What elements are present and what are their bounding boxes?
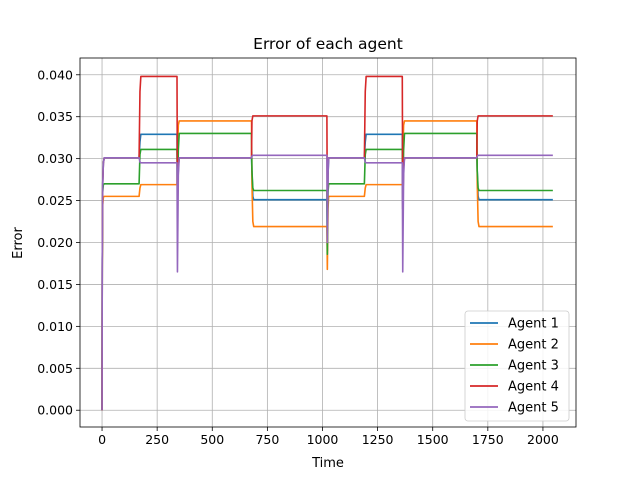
x-tick-label: 0: [98, 432, 106, 447]
y-tick-label: 0.015: [37, 277, 73, 292]
x-tick-label: 2000: [527, 432, 559, 447]
series-lines: [101, 75, 553, 411]
y-tick-label: 0.025: [37, 193, 73, 208]
y-tick-label: 0.030: [37, 151, 73, 166]
y-axis-title: Error: [11, 227, 26, 259]
series-line-agent-2: [101, 120, 553, 411]
x-axis-ticks: 0 250 500 750 1000 1250 1500 1750 2000: [98, 427, 559, 447]
series-line-agent-5: [101, 154, 553, 411]
legend-label-agent-2: Agent 2: [508, 338, 559, 353]
legend-frame: [464, 310, 570, 422]
legend-label-agent-4: Agent 4: [508, 380, 559, 395]
x-axis-title: Time: [311, 456, 344, 471]
x-tick-label: 500: [200, 432, 224, 447]
x-tick-label: 750: [255, 432, 279, 447]
y-tick-label: 0.010: [37, 319, 73, 334]
y-tick-label: 0.000: [37, 403, 73, 418]
y-tick-label: 0.040: [37, 67, 73, 82]
y-tick-label: 0.005: [37, 361, 73, 376]
y-axis-ticks: 0.000 0.005 0.010 0.015 0.020 0.025 0.030 0.035…: [37, 67, 80, 418]
legend: Agent 1 Agent 2 Agent 3 Agent 4 Agent 5: [464, 310, 570, 422]
series-line-agent-3: [101, 132, 553, 411]
legend-label-agent-3: Agent 3: [508, 359, 559, 374]
x-tick-label: 1500: [417, 432, 449, 447]
y-tick-label: 0.020: [37, 235, 73, 250]
chart-title: Error of each agent: [253, 35, 403, 53]
legend-label-agent-5: Agent 5: [508, 401, 559, 416]
x-tick-label: 1000: [307, 432, 339, 447]
y-tick-label: 0.035: [37, 109, 73, 124]
x-tick-label: 250: [145, 432, 169, 447]
legend-label-agent-1: Agent 1: [508, 317, 559, 332]
x-tick-label: 1250: [362, 432, 394, 447]
x-tick-label: 1750: [472, 432, 504, 447]
